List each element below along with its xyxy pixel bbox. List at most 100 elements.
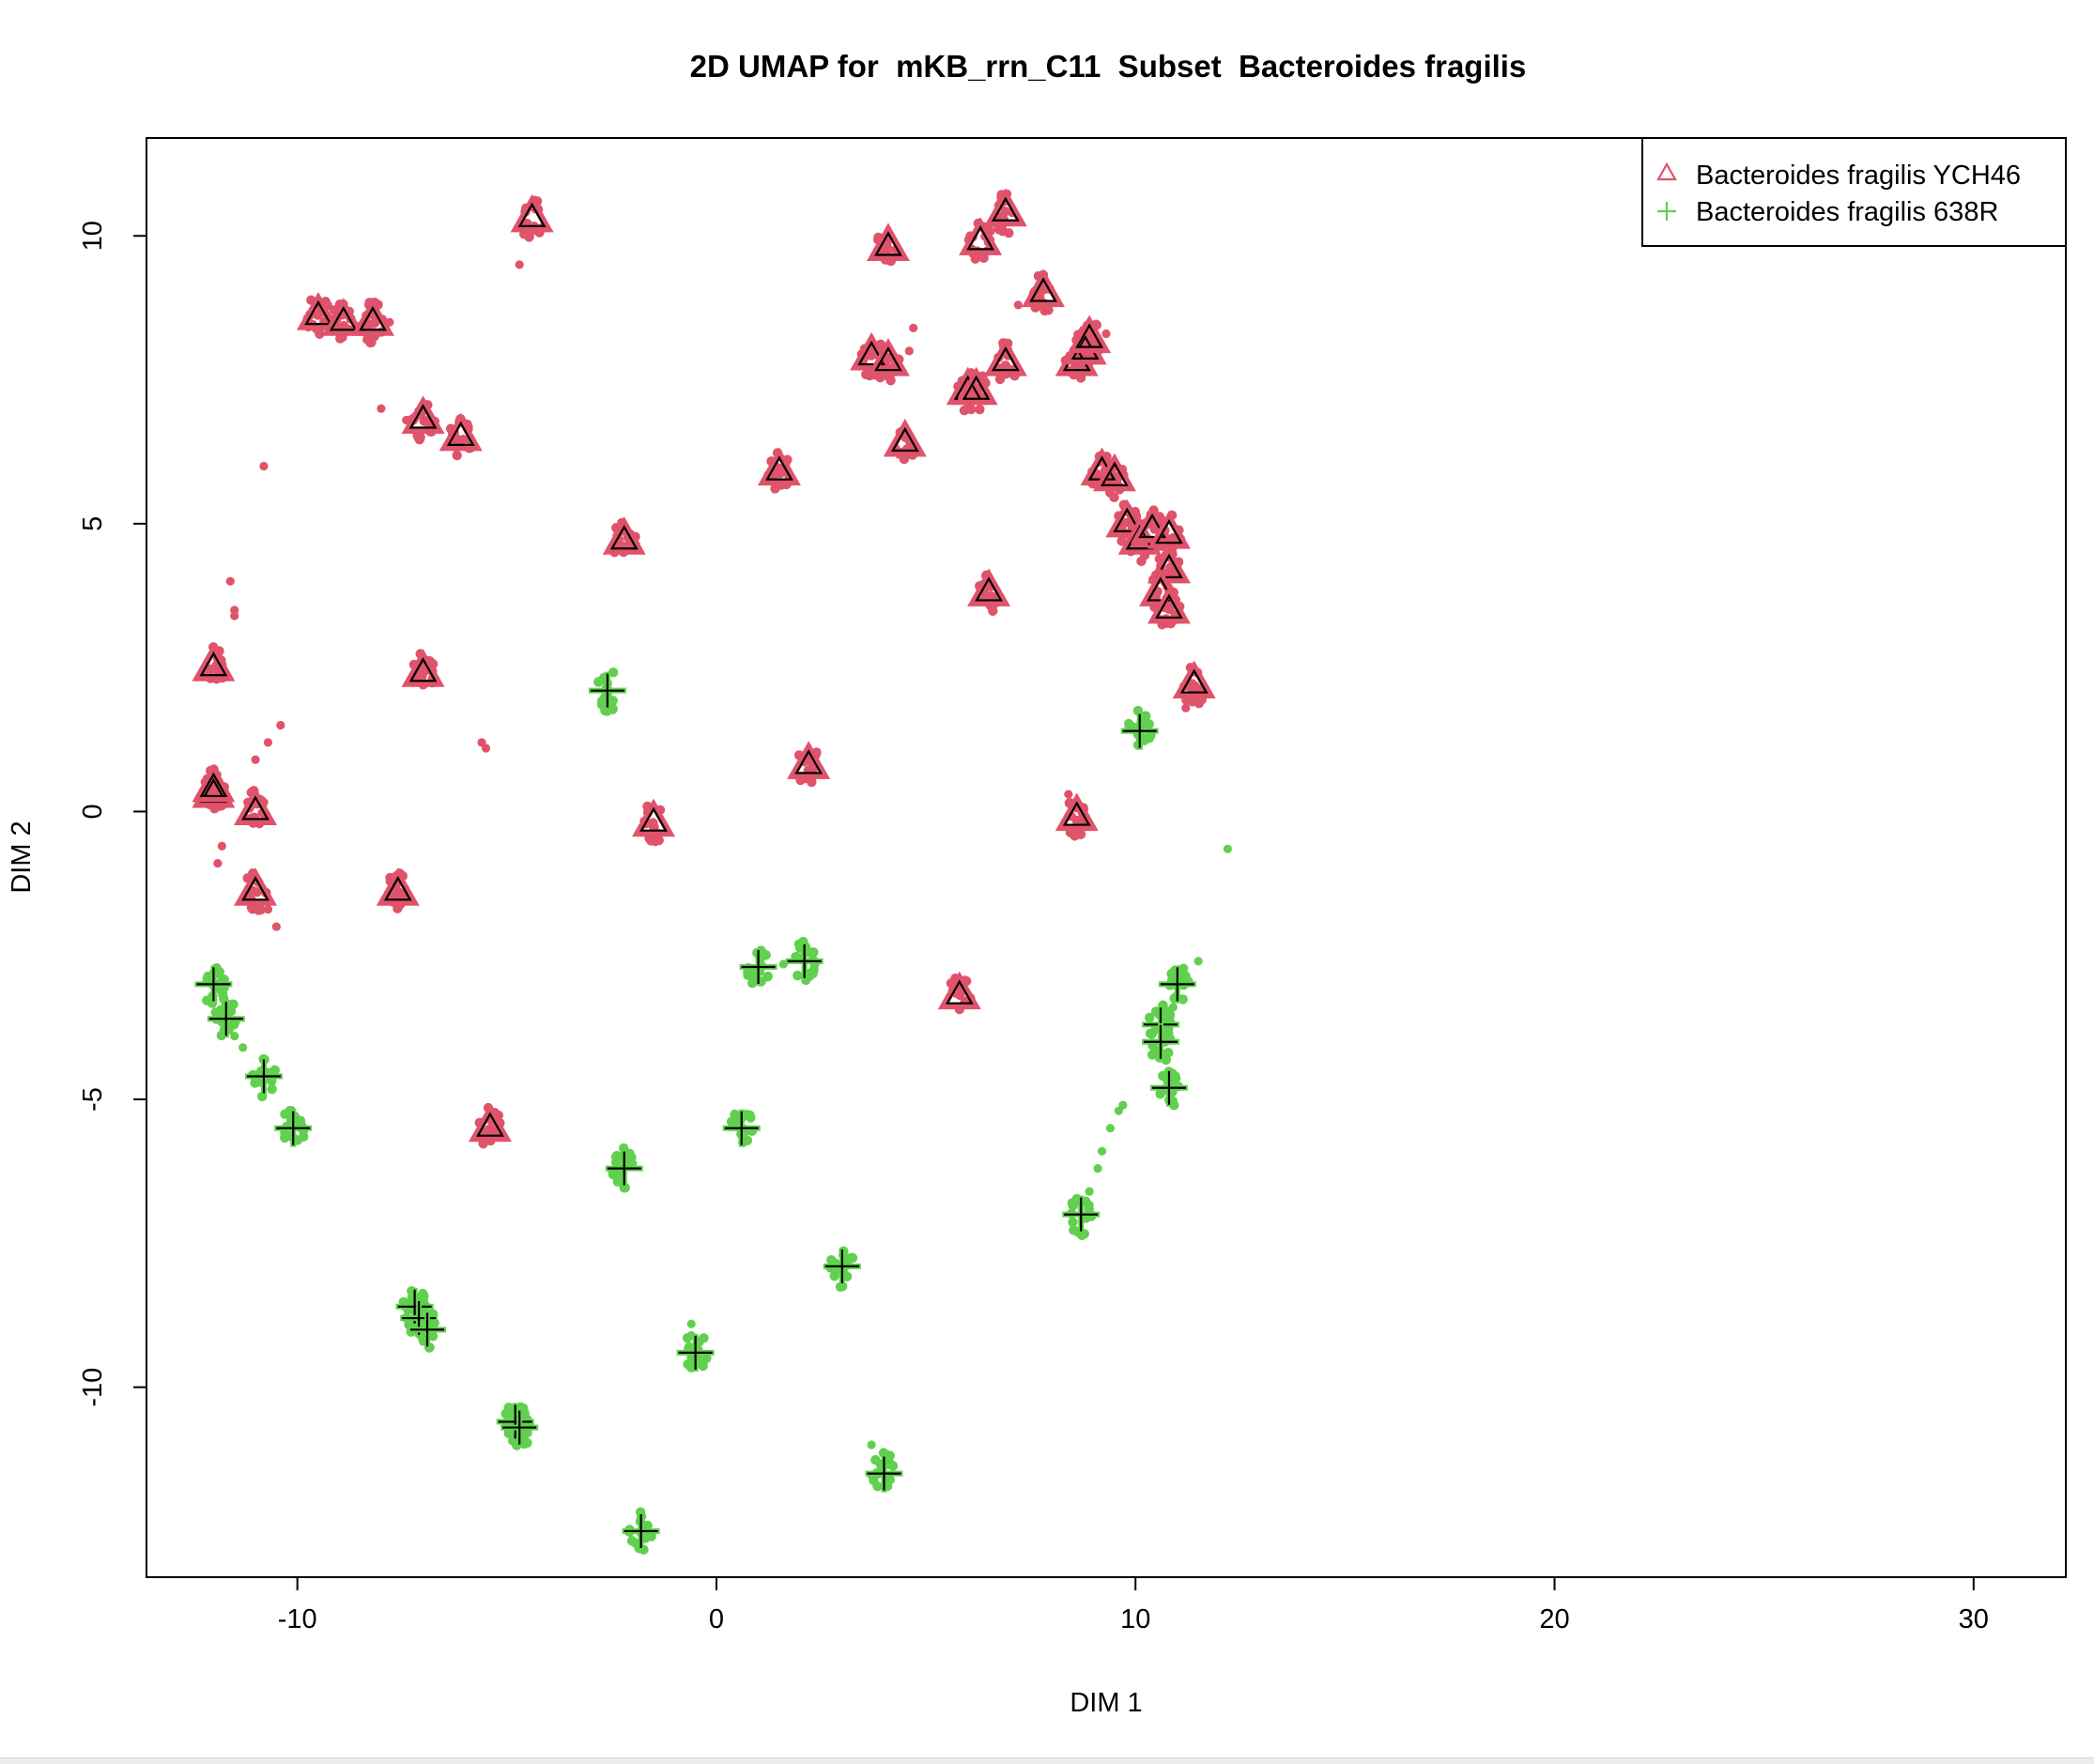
data-point xyxy=(210,1007,221,1018)
centroid-marker xyxy=(401,395,445,434)
centroid-marker xyxy=(1151,1070,1186,1105)
centroid-marker xyxy=(678,1335,713,1370)
y-tick-label: 0 xyxy=(78,804,108,819)
centroid-marker xyxy=(1122,713,1157,748)
data-point xyxy=(217,841,226,851)
centroid-marker xyxy=(992,345,1020,372)
centroid-marker xyxy=(321,298,365,336)
data-point xyxy=(1193,957,1203,966)
centroid-marker xyxy=(959,217,1003,255)
y-axis-label: DIM 2 xyxy=(7,821,37,893)
data-point xyxy=(612,1176,624,1187)
data-point xyxy=(280,1109,290,1120)
centroid-marker xyxy=(276,1111,311,1145)
data-point xyxy=(651,836,661,846)
centroid-marker xyxy=(1075,323,1104,348)
centroid-marker xyxy=(1062,801,1091,826)
data-point xyxy=(793,970,803,981)
data-point xyxy=(970,253,980,264)
data-point xyxy=(271,922,281,931)
legend-box xyxy=(1641,137,2067,247)
centroid-marker xyxy=(824,1249,859,1283)
centroid-marker xyxy=(1147,576,1175,602)
centroid-marker xyxy=(1155,553,1183,578)
data-point xyxy=(230,1031,239,1041)
centroid-marker xyxy=(510,193,554,233)
data-point xyxy=(1075,829,1086,839)
centroid-marker xyxy=(1155,593,1183,619)
data-point xyxy=(366,337,377,348)
centroid-marker xyxy=(476,1112,504,1137)
centroid-marker xyxy=(1147,585,1191,624)
data-point xyxy=(1105,1124,1116,1133)
centroid-marker xyxy=(376,867,420,906)
data-point xyxy=(885,376,896,386)
data-point xyxy=(1013,300,1023,310)
centroid-marker xyxy=(962,375,991,400)
data-point xyxy=(484,1127,495,1138)
data-point xyxy=(1093,1164,1102,1173)
centroid-marker xyxy=(359,305,387,331)
data-point xyxy=(608,667,619,678)
data-point xyxy=(1223,844,1233,853)
data-point xyxy=(1116,536,1127,546)
centroid-marker xyxy=(945,979,974,1005)
centroid-marker xyxy=(850,331,894,371)
data-point xyxy=(1178,972,1188,982)
data-point xyxy=(808,947,819,958)
centroid-marker xyxy=(874,231,902,256)
centroid-marker xyxy=(1055,792,1099,832)
centroid-marker xyxy=(765,455,793,481)
data-point xyxy=(1181,703,1191,713)
centroid-marker xyxy=(639,806,668,832)
centroid-marker xyxy=(408,404,438,429)
data-point xyxy=(746,1112,756,1123)
data-point xyxy=(267,1084,277,1095)
centroid-marker xyxy=(1172,660,1216,699)
legend-entry-ych46: Bacteroides fragilis YCH46 xyxy=(1696,161,2021,191)
y-axis: -10 -5 0 5 10 xyxy=(78,221,147,1407)
data-point xyxy=(866,350,876,360)
centroid-marker xyxy=(1022,268,1066,308)
centroid-markers-ych46 xyxy=(192,188,1216,1143)
centroid-marker xyxy=(1179,668,1209,694)
centroid-marker xyxy=(383,876,412,901)
data-point xyxy=(1097,1146,1107,1156)
centroid-marker xyxy=(350,298,395,336)
centroid-marker xyxy=(609,525,639,550)
data-point xyxy=(1144,719,1154,729)
centroid-marker xyxy=(439,412,483,452)
centroid-marker xyxy=(632,798,676,837)
data-point xyxy=(481,744,491,753)
centroid-marker xyxy=(246,1059,281,1094)
data-point xyxy=(263,738,273,747)
centroid-marker xyxy=(208,1002,243,1036)
centroid-marker xyxy=(983,338,1027,376)
data-point xyxy=(747,977,758,989)
x-axis-label: DIM 1 xyxy=(1070,1688,1142,1718)
centroid-markers-638r xyxy=(194,671,1196,1550)
data-point xyxy=(228,999,239,1010)
centroid-marker xyxy=(590,673,624,708)
centroid-marker xyxy=(867,1456,901,1491)
data-point xyxy=(364,319,375,330)
x-tick-label: 10 xyxy=(1120,1604,1150,1634)
data-point xyxy=(845,1252,856,1264)
data-point xyxy=(239,1043,248,1052)
data-point xyxy=(909,323,918,332)
centroid-marker xyxy=(890,426,919,453)
centroid-marker xyxy=(1029,277,1057,302)
y-tick-label: -5 xyxy=(78,1087,108,1112)
data-point xyxy=(700,1353,711,1363)
centroid-marker xyxy=(883,418,927,457)
centroid-marker xyxy=(446,421,475,446)
data-point xyxy=(213,859,223,868)
centroid-marker xyxy=(196,967,231,1002)
y-tick-label: -10 xyxy=(78,1368,108,1407)
centroid-marker xyxy=(1160,967,1194,1002)
y-tick-label: 5 xyxy=(78,516,108,531)
data-point xyxy=(1178,994,1188,1005)
legend-marker-638r-icon xyxy=(1657,202,1676,221)
centroid-marker xyxy=(757,447,801,486)
